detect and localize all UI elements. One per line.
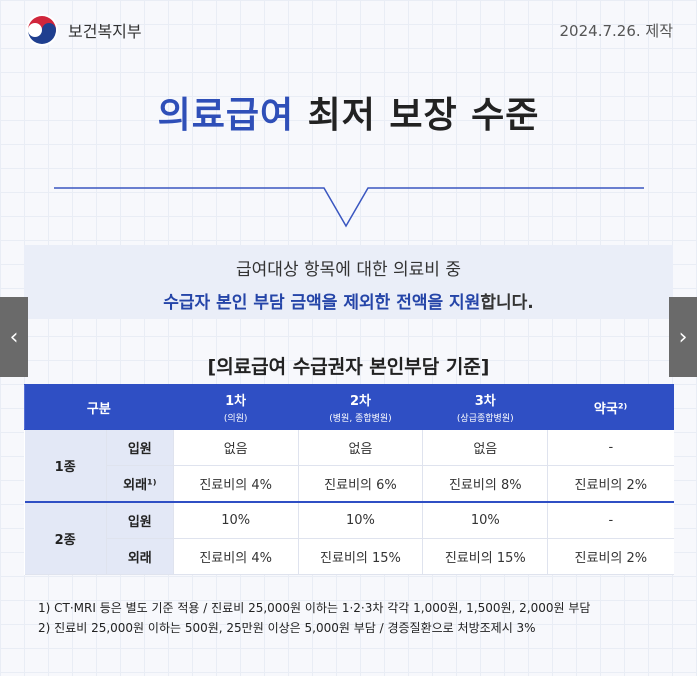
row-type: 외래 (105, 538, 174, 575)
table-cell: 없음 (422, 429, 548, 466)
title-rest: 최저 보장 수준 (294, 95, 540, 136)
group-label: 1종 (24, 429, 107, 503)
intro-line1: 급여대상 항목에 대한 의료비 중 (236, 260, 461, 280)
table-cell: - (547, 429, 674, 466)
table-cell: 진료비의 8% (422, 465, 548, 503)
title-divider (54, 187, 644, 228)
taegeuk-emblem-icon (26, 14, 58, 46)
ministry-logo: 보건복지부 (24, 12, 142, 48)
prev-slide-button[interactable]: ‹ (0, 297, 28, 377)
table-cell: 10% (297, 501, 423, 539)
table-cell: 진료비의 2% (547, 538, 674, 575)
intro-box: 급여대상 항목에 대한 의료비 중 수급자 본인 부담 금액을 제외한 전액을 … (24, 245, 673, 319)
table-cell: 10% (172, 501, 299, 539)
intro-line2: 수급자 본인 부담 금액을 제외한 전액을 지원합니다. (24, 288, 673, 313)
table-cell: 없음 (297, 429, 423, 466)
table-cell: 진료비의 2% (547, 465, 674, 503)
header-tier1: 1차 (의원) (172, 384, 299, 430)
header-pharmacy: 약국²⁾ (547, 384, 674, 430)
footnote-1: 1) CT·MRI 등은 별도 기준 적용 / 진료비 25,000원 이하는 … (38, 601, 591, 615)
table-cell: 진료비의 6% (297, 465, 423, 503)
page-title: 의료급여 최저 보장 수준 (0, 86, 697, 138)
table-cell: - (547, 501, 674, 539)
group-label: 2종 (24, 501, 107, 575)
row-type: 입원 (105, 501, 174, 539)
intro-emphasis: 수급자 본인 부담 금액을 제외한 전액을 지원 (163, 293, 481, 313)
chevron-left-icon: ‹ (9, 324, 19, 350)
table-row: 외래¹⁾ 진료비의 4% 진료비의 6% 진료비의 8% 진료비의 2% (25, 465, 674, 503)
table-header-row: 구분 1차 (의원) 2차 (병원, 종합병원) 3차 (상급종합병원) 약국²⁾ (24, 384, 674, 430)
header-category: 구분 (24, 384, 174, 430)
next-slide-button[interactable]: › (669, 297, 697, 377)
table-cell: 없음 (172, 429, 299, 466)
table-title: [의료급여 수급권자 본인부담 기준] (207, 356, 490, 378)
row-type: 외래¹⁾ (105, 465, 174, 503)
table-cell: 진료비의 4% (172, 538, 299, 575)
intro-line2-rest: 합니다. (480, 293, 534, 313)
footnotes: 1) CT·MRI 등은 별도 기준 적용 / 진료비 25,000원 이하는 … (38, 598, 590, 638)
production-date: 2024.7.26. 제작 (559, 22, 673, 40)
chevron-right-icon: › (678, 324, 688, 350)
table-cell: 진료비의 15% (422, 538, 548, 575)
copay-table: 구분 1차 (의원) 2차 (병원, 종합병원) 3차 (상급종합병원) 약국²⁾ 1… (24, 384, 674, 575)
table-row: 2종 입원 10% 10% 10% - (24, 501, 674, 575)
ministry-name: 보건복지부 (68, 22, 142, 41)
table-cell: 진료비의 4% (172, 465, 299, 503)
table-row: 1종 입원 없음 없음 없음 - (24, 429, 674, 503)
footnote-2: 2) 진료비 25,000원 이하는 500원, 25만원 이상은 5,000원… (38, 621, 536, 635)
title-highlight: 의료급여 (157, 95, 295, 136)
table-cell: 10% (422, 501, 548, 539)
table-cell: 진료비의 15% (297, 538, 423, 575)
header-tier2: 2차 (병원, 종합병원) (297, 384, 424, 430)
header-tier3: 3차 (상급종합병원) (422, 384, 549, 430)
table-row: 외래 진료비의 4% 진료비의 15% 진료비의 15% 진료비의 2% (25, 538, 674, 575)
row-type: 입원 (105, 429, 174, 466)
